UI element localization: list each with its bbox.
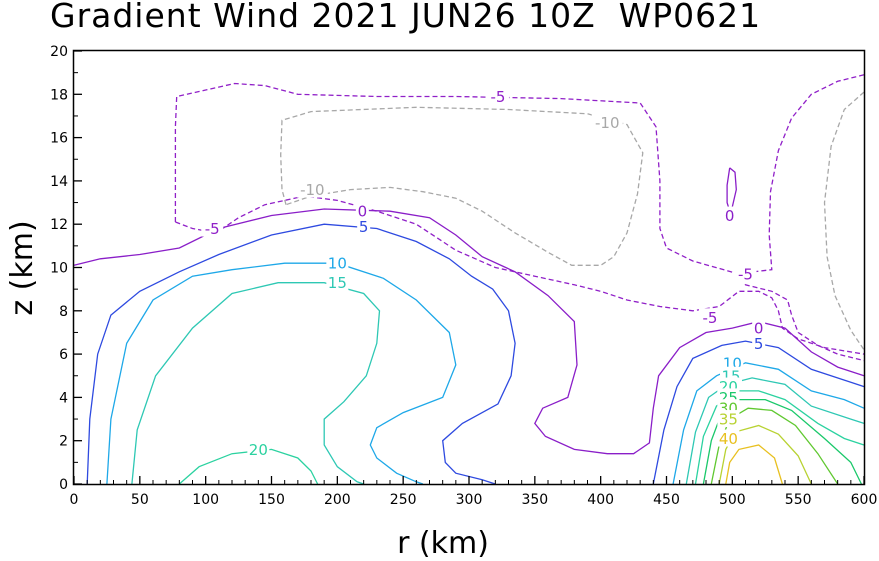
- x-axis-title: r (km): [397, 526, 489, 561]
- contour-label-bg: [721, 353, 744, 371]
- contour-label-20: 20: [249, 441, 268, 459]
- y-tick-label: 10: [50, 261, 68, 277]
- contour-line-10-1: [672, 362, 865, 485]
- contour-label-bg: [752, 334, 766, 352]
- contour-line-0-1: [726, 167, 737, 213]
- contour-label--5: -5: [205, 220, 220, 238]
- contour-line--5-0: [174, 82, 865, 362]
- x-tick-label: 350: [521, 492, 548, 508]
- plot-frame: [72, 49, 866, 486]
- y-tick-label: 8: [59, 304, 68, 320]
- contour-label-40: 40: [719, 430, 738, 448]
- contour-label-0: 0: [725, 207, 735, 225]
- contour-label-bg: [355, 202, 369, 220]
- y-tick-label: 14: [50, 174, 68, 190]
- y-tick-label: 18: [50, 87, 68, 103]
- chart-title: Gradient Wind 2021 JUN26 10Z WP0621: [50, 0, 762, 35]
- contour-line-35-0: [718, 424, 812, 485]
- contour-label--5: -5: [702, 309, 717, 327]
- contour-label--10: -10: [595, 114, 620, 132]
- x-tick-label: 200: [324, 492, 351, 508]
- contour-label-5: 5: [359, 218, 369, 236]
- contour-label--10: -10: [300, 181, 325, 199]
- contour-line-0-0: [73, 208, 865, 455]
- contour-label-0: 0: [358, 203, 368, 221]
- contour-line--10-0: [280, 106, 644, 266]
- contour-lines: [73, 74, 865, 485]
- contour-label-bg: [326, 273, 349, 291]
- x-tick-label: 600: [851, 492, 878, 508]
- contour-line--5-2: [738, 74, 865, 277]
- contour-label-bg: [296, 180, 328, 198]
- contour-label-10: 10: [328, 255, 347, 273]
- y-tick-label: 4: [59, 390, 68, 406]
- contour-label-bg: [201, 219, 224, 237]
- y-tick-label: 20: [50, 44, 68, 60]
- contour-label--5: -5: [738, 265, 753, 283]
- x-tick-label: 550: [785, 492, 812, 508]
- contour-line-5-1: [652, 340, 865, 485]
- y-tick-label: 0: [59, 477, 68, 493]
- x-tick-label: 50: [131, 492, 149, 508]
- x-axis: 0 50 100 150 200 250 300 350 400 450 500 550 600: [70, 476, 878, 508]
- contour-label-bg: [591, 113, 623, 131]
- y-axis: 0 2 4 6 8 10 12 14 16 18 20: [50, 44, 82, 493]
- contour-label-0: 0: [754, 320, 764, 338]
- contour-label-bg: [717, 429, 740, 447]
- contour-label-5: 5: [754, 335, 764, 353]
- contour-label-bg: [717, 410, 740, 428]
- contour-label-bg: [486, 87, 509, 105]
- x-tick-label: 300: [456, 492, 483, 508]
- contour-line-20-0: [178, 448, 319, 485]
- contour-label-bg: [326, 254, 349, 272]
- contour-label-35: 35: [719, 411, 738, 429]
- y-tick-label: 6: [59, 347, 68, 363]
- contour-line--5-1: [175, 195, 865, 355]
- contour-line-15-0: [131, 282, 381, 485]
- contour-line-5-0: [86, 223, 516, 485]
- x-tick-label: 250: [390, 492, 417, 508]
- y-tick-label: 16: [50, 131, 68, 147]
- contour-label-bg: [247, 440, 270, 458]
- contour-line-25-0: [702, 398, 862, 485]
- contour-label-bg: [734, 264, 757, 282]
- contour-label--5: -5: [490, 88, 505, 106]
- contour-line-20-1: [694, 390, 865, 485]
- x-tick-label: 400: [587, 492, 614, 508]
- contour-label-15: 15: [328, 274, 347, 292]
- x-tick-label: 0: [70, 492, 79, 508]
- x-tick-label: 500: [719, 492, 746, 508]
- contour-label-bg: [723, 206, 737, 224]
- y-tick-label: 2: [59, 434, 68, 450]
- contour-label-bg: [752, 319, 766, 337]
- y-tick-label: 12: [50, 217, 68, 233]
- contour-label-bg: [357, 217, 371, 235]
- y-axis-title: z (km): [5, 220, 40, 315]
- x-tick-label: 450: [653, 492, 680, 508]
- contour-line-40-0: [725, 444, 784, 485]
- contour-label-bg: [698, 308, 721, 326]
- contour-line-15-1: [685, 377, 865, 485]
- x-tick-label: 100: [192, 492, 219, 508]
- x-tick-label: 150: [258, 492, 285, 508]
- contour-line--10-1: [823, 91, 865, 351]
- contour-line-10-0: [106, 262, 457, 485]
